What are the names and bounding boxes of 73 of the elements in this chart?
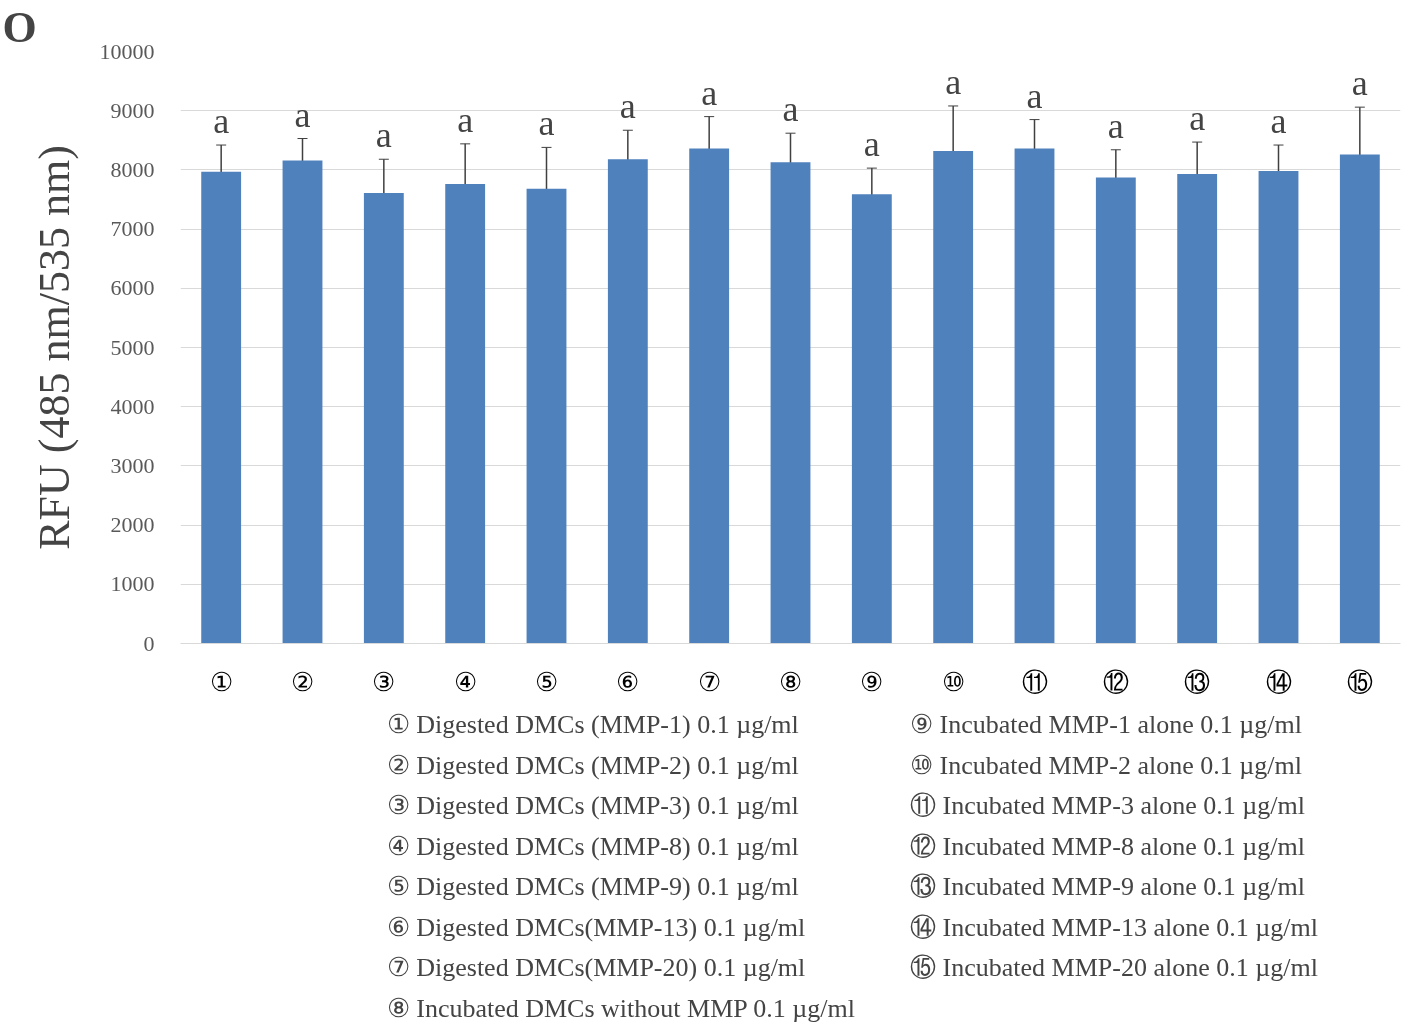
y-tick-label: 5000 bbox=[110, 334, 155, 360]
text: ⑧ Incubated DMCs without MMP 0.1 µg/ml bbox=[386, 993, 855, 1023]
annotation: a bbox=[619, 86, 636, 127]
x-tick-label: ⑥ bbox=[616, 667, 640, 697]
y-tick-label: 0 bbox=[143, 630, 155, 656]
x-tick-label: ⑭ bbox=[1265, 667, 1292, 697]
annotation: a bbox=[1107, 105, 1124, 146]
bar bbox=[363, 192, 404, 644]
y-tick-label: 3000 bbox=[110, 452, 155, 478]
x-tick-label: ⑮ bbox=[1346, 667, 1373, 697]
text: ⑮ Incubated MMP-20 alone 0.1 µg/ml bbox=[910, 953, 1318, 982]
text: ③ Digested DMCs (MMP-3) 0.1 µg/ml bbox=[386, 791, 799, 820]
y-tick-label: 4000 bbox=[110, 393, 155, 419]
bar bbox=[1177, 174, 1218, 644]
bar bbox=[1339, 154, 1380, 644]
annotation: a bbox=[701, 72, 718, 113]
text: ⑪ Incubated MMP-3 alone 0.1 µg/ml bbox=[910, 791, 1305, 820]
text: ④ Digested DMCs (MMP-8) 0.1 µg/ml bbox=[386, 831, 799, 861]
x-tick-label: ⑧ bbox=[779, 667, 802, 697]
annotation: a bbox=[782, 89, 799, 130]
x-tick-label: ② bbox=[291, 667, 314, 697]
text: ② Digested DMCs (MMP-2) 0.1 µg/ml bbox=[386, 750, 799, 780]
text: ⑫ Incubated MMP-8 alone 0.1 µg/ml bbox=[910, 831, 1305, 861]
y-tick-label: 1000 bbox=[110, 571, 155, 597]
annotation: a bbox=[1270, 101, 1287, 142]
annotation: a bbox=[538, 103, 555, 144]
annotation: a bbox=[1026, 75, 1043, 116]
text: ⑦ Digested DMCs(MMP-20) 0.1 µg/ml bbox=[386, 953, 806, 982]
bar bbox=[770, 162, 811, 644]
y-tick-label: 9000 bbox=[110, 97, 155, 123]
annotation: a bbox=[1351, 63, 1368, 104]
bar bbox=[282, 160, 323, 644]
y-tick-label: 10000 bbox=[99, 38, 155, 64]
x-tick-label: ⑬ bbox=[1184, 667, 1211, 697]
annotation: a bbox=[294, 94, 311, 135]
x-tick-label: ⑩ bbox=[941, 667, 965, 697]
text: ⑬ Incubated MMP-9 alone 0.1 µg/ml bbox=[910, 872, 1305, 901]
x-tick-label: ① bbox=[209, 667, 233, 697]
text: ⑨ Incubated MMP-1 alone 0.1 µg/ml bbox=[910, 710, 1302, 739]
x-tick-label: ⑦ bbox=[697, 667, 721, 697]
annotation: a bbox=[457, 99, 474, 140]
bar bbox=[607, 159, 648, 644]
x-tick-label: ⑫ bbox=[1102, 667, 1129, 697]
bar bbox=[1014, 148, 1055, 644]
text: ⑤ Digested DMCs (MMP-9) 0.1 µg/ml bbox=[386, 872, 799, 901]
bar bbox=[445, 184, 486, 644]
bar bbox=[933, 150, 974, 644]
text: ⑥ Digested DMCs(MMP-13) 0.1 µg/ml bbox=[386, 912, 806, 942]
x-tick-label: ③ bbox=[372, 667, 396, 697]
y-tick-label: 7000 bbox=[110, 216, 155, 242]
bar bbox=[201, 171, 242, 644]
y-tick-label: 6000 bbox=[110, 275, 155, 301]
bar bbox=[526, 188, 567, 644]
annotation: a bbox=[1189, 98, 1206, 139]
bar bbox=[689, 148, 730, 644]
y-axis-title: RFU (485 nm/535 nm) bbox=[29, 145, 79, 550]
x-tick-label: ⑪ bbox=[1021, 667, 1048, 697]
chart-title: O bbox=[2, 2, 37, 52]
annotation: a bbox=[863, 124, 880, 165]
annotation: a bbox=[375, 115, 392, 156]
bar bbox=[851, 194, 892, 644]
y-tick-label: 2000 bbox=[110, 512, 155, 538]
x-tick-label: ⑤ bbox=[535, 667, 558, 697]
x-tick-label: ⑨ bbox=[860, 667, 884, 697]
annotation: a bbox=[945, 61, 962, 102]
y-tick-label: 8000 bbox=[110, 156, 155, 182]
x-tick-label: ④ bbox=[453, 667, 477, 697]
text: ① Digested DMCs (MMP-1) 0.1 µg/ml bbox=[386, 710, 799, 739]
annotation: a bbox=[213, 101, 230, 142]
text: ⑩ Incubated MMP-2 alone 0.1 µg/ml bbox=[910, 750, 1302, 780]
bar bbox=[1258, 171, 1299, 644]
text: ⑭ Incubated MMP-13 alone 0.1 µg/ml bbox=[910, 912, 1318, 942]
bar bbox=[1095, 177, 1136, 644]
